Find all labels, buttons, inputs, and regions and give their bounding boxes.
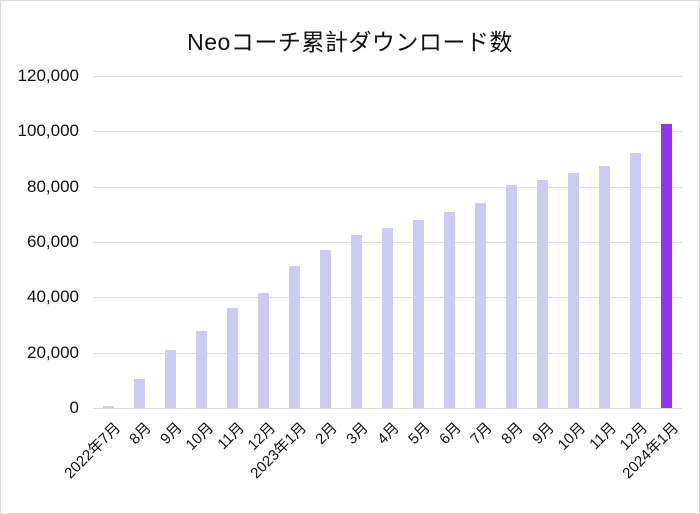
chart-title: Neoコーチ累計ダウンロード数: [187, 29, 513, 55]
x-axis-tick-label-text: 2月: [312, 419, 341, 448]
bar-2月: [320, 250, 331, 408]
x-axis-tick-label-text: 8月: [498, 419, 527, 448]
bar-5月: [413, 219, 424, 408]
x-axis-tick-label-text: 11月: [214, 419, 248, 453]
gridline: [93, 76, 682, 77]
bar-10月: [196, 330, 207, 408]
bar-8月: [134, 378, 145, 408]
bar-6月: [444, 211, 455, 408]
bar-7月: [475, 203, 486, 408]
x-axis-tick-label-text: 9月: [157, 419, 186, 448]
bar-2022年7月: [103, 406, 114, 408]
bar-2023年1月: [289, 265, 300, 408]
x-axis-tick-label-text: 5月: [405, 419, 434, 448]
y-axis-tick-label: 100,000: [17, 121, 79, 141]
gridline: [93, 186, 682, 188]
bar-2024年1月: [661, 124, 672, 408]
x-axis-tick-label-text: 8月: [126, 419, 155, 448]
y-axis-tick-label: 120,000: [17, 66, 79, 85]
plot-area: [93, 76, 682, 409]
x-axis-tick-label-text: 7月: [467, 419, 496, 448]
x-axis-tick-label-text: 10月: [554, 419, 589, 454]
bar-12月: [258, 293, 269, 408]
y-axis-tick-label: 20,000: [27, 342, 79, 362]
y-axis-tick-label: 60,000: [27, 232, 79, 251]
bar-11月: [227, 308, 238, 408]
bar-9月: [537, 179, 548, 408]
x-axis-tick-label-text: 3月: [343, 419, 372, 448]
bar-12月: [630, 153, 641, 408]
y-axis-tick-label: 80,000: [27, 176, 79, 196]
bar-8月: [506, 185, 517, 408]
bar-10月: [568, 172, 579, 408]
bar-4月: [382, 228, 393, 408]
x-axis-tick-label-text: 11月: [586, 419, 620, 453]
bar-3月: [351, 235, 362, 408]
bar-9月: [165, 349, 176, 408]
bar-11月: [599, 165, 610, 408]
x-axis-tick-label-text: 6月: [436, 419, 465, 448]
gridline: [93, 131, 682, 133]
x-axis-tick-label-text: 10月: [182, 419, 217, 454]
y-axis-tick-label: 40,000: [27, 287, 79, 307]
y-axis-tick-label: 0: [69, 398, 79, 417]
x-axis-tick-label-text: 2022年7月: [61, 419, 124, 483]
x-axis-tick-label-text: 4月: [374, 419, 403, 448]
x-axis-tick-label-text: 9月: [529, 419, 558, 448]
